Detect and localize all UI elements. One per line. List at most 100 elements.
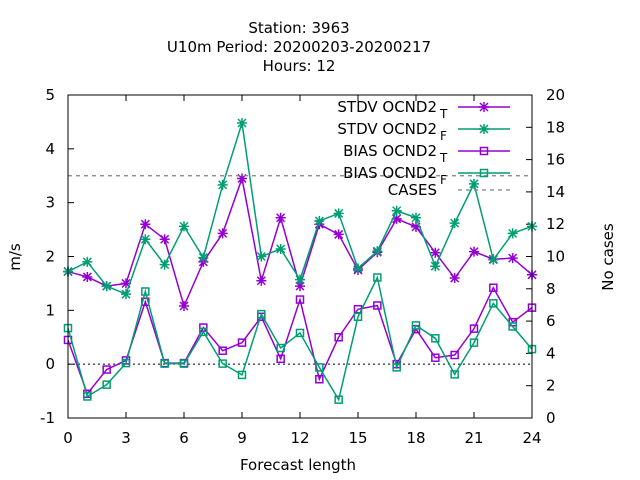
y-tick-label: 2 bbox=[45, 248, 55, 266]
data-point bbox=[140, 234, 151, 245]
y-axis-label: m/s bbox=[6, 243, 24, 271]
chart-title: Station: 3963 U10m Period: 20200203-2020… bbox=[167, 19, 431, 75]
y2-tick-label: 12 bbox=[546, 215, 565, 233]
y-tick-label: 0 bbox=[45, 355, 55, 373]
y-tick-label: 5 bbox=[45, 86, 55, 104]
data-point bbox=[159, 259, 170, 270]
legend-label: CASES bbox=[388, 181, 437, 199]
data-point bbox=[334, 395, 343, 404]
data-point bbox=[430, 261, 441, 272]
y2-tick-label: 6 bbox=[546, 312, 556, 330]
data-point bbox=[217, 228, 228, 239]
series-line bbox=[67, 275, 533, 402]
legend-subscript: F bbox=[440, 129, 447, 143]
data-point bbox=[450, 350, 459, 360]
data-point bbox=[372, 246, 383, 257]
legend-label: BIAS OCND2 bbox=[343, 142, 437, 160]
data-point bbox=[334, 333, 343, 342]
data-point bbox=[314, 215, 325, 226]
x-tick-label: 6 bbox=[179, 429, 189, 447]
data-point bbox=[82, 271, 93, 282]
series-3 bbox=[63, 273, 537, 404]
series-0 bbox=[63, 173, 537, 312]
series-line bbox=[67, 286, 533, 396]
data-point bbox=[237, 338, 247, 347]
data-point bbox=[141, 287, 150, 296]
data-point bbox=[160, 359, 169, 368]
data-point bbox=[121, 278, 131, 289]
data-point bbox=[391, 213, 402, 224]
y2-tick-label: 2 bbox=[546, 377, 556, 395]
data-point bbox=[489, 283, 498, 292]
y2-tick-label: 4 bbox=[546, 344, 556, 362]
y2-tick-label: 18 bbox=[546, 118, 565, 136]
data-point bbox=[333, 229, 344, 240]
y2-tick-label: 0 bbox=[546, 409, 556, 427]
data-point bbox=[159, 234, 170, 245]
data-point bbox=[353, 263, 363, 274]
data-point bbox=[411, 212, 421, 223]
legend-marker bbox=[479, 146, 489, 156]
data-point bbox=[295, 295, 305, 304]
data-point bbox=[179, 221, 189, 232]
data-point bbox=[353, 312, 363, 322]
data-point bbox=[257, 309, 266, 319]
data-point bbox=[469, 324, 479, 333]
y2-tick-label: 8 bbox=[546, 280, 556, 298]
y2-tick-label: 16 bbox=[546, 151, 565, 169]
data-point bbox=[217, 179, 228, 190]
legend-label: BIAS OCND2 bbox=[343, 164, 437, 182]
x-tick-label: 12 bbox=[290, 429, 309, 447]
data-point bbox=[469, 178, 479, 189]
data-point bbox=[411, 221, 421, 232]
x-tick-label: 3 bbox=[121, 429, 131, 447]
data-point bbox=[179, 359, 189, 368]
series bbox=[63, 117, 537, 404]
data-point bbox=[508, 322, 517, 331]
data-point bbox=[430, 247, 441, 258]
data-point bbox=[431, 334, 440, 343]
data-point bbox=[237, 117, 247, 128]
data-point bbox=[121, 358, 131, 368]
data-point bbox=[449, 273, 460, 284]
y-tick-label: -1 bbox=[40, 409, 55, 427]
data-point bbox=[431, 353, 440, 362]
x-tick-label: 0 bbox=[63, 429, 73, 447]
legend-label: STDV OCND2 bbox=[337, 98, 437, 116]
series-1 bbox=[63, 117, 537, 300]
data-point bbox=[101, 281, 112, 292]
data-point bbox=[198, 252, 209, 263]
data-point bbox=[450, 370, 459, 379]
x-tick-label: 15 bbox=[348, 429, 367, 447]
data-point bbox=[295, 281, 305, 292]
data-point bbox=[218, 359, 227, 368]
legend-marker bbox=[479, 102, 489, 112]
data-point bbox=[83, 392, 92, 401]
data-point bbox=[237, 173, 247, 184]
y-tick-label: 1 bbox=[45, 301, 55, 319]
y-tick-label: 4 bbox=[45, 140, 55, 158]
data-point bbox=[256, 251, 267, 262]
data-point bbox=[276, 354, 285, 364]
data-point bbox=[140, 219, 151, 230]
data-point bbox=[315, 363, 324, 372]
data-point bbox=[179, 301, 189, 312]
data-point bbox=[199, 327, 208, 337]
data-point bbox=[469, 338, 479, 347]
x-tick-label: 18 bbox=[406, 429, 425, 447]
data-point bbox=[102, 365, 111, 374]
legend-label: STDV OCND2 bbox=[337, 120, 437, 138]
legend-subscript: T bbox=[439, 107, 448, 121]
title-line-period: U10m Period: 20200203-20200217 bbox=[167, 38, 431, 56]
data-point bbox=[102, 380, 111, 389]
data-point bbox=[373, 273, 382, 282]
x-tick-label: 9 bbox=[237, 429, 247, 447]
data-point bbox=[333, 208, 344, 219]
data-point bbox=[507, 228, 518, 239]
data-point bbox=[315, 374, 324, 384]
data-point bbox=[373, 301, 382, 310]
x-tick-label: 21 bbox=[464, 429, 483, 447]
